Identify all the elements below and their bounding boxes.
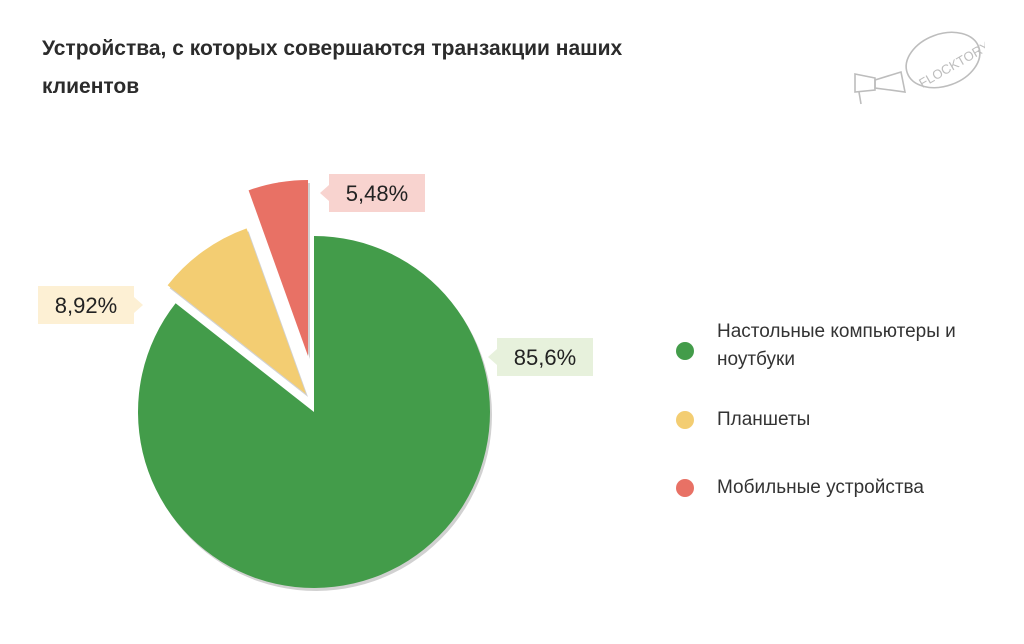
- legend-dot-green: [676, 342, 694, 360]
- legend-item-desktop: Настольные компьютеры и ноутбуки: [676, 318, 1016, 378]
- data-label-box-desktop: [488, 338, 593, 376]
- legend-item-mobile: Мобильные устройства: [676, 474, 1016, 506]
- data-label-text-desktop: 85,6%: [514, 345, 576, 370]
- data-label-mobile: 5,48%: [320, 174, 425, 212]
- data-label-desktop: 85,6%: [488, 338, 593, 376]
- legend-label-tablets: Планшеты: [717, 409, 811, 430]
- flocktory-logo: FLOCKTORY: [854, 31, 985, 105]
- legend-dot-red: [676, 479, 694, 497]
- data-label-tablets: 8,92%: [38, 286, 143, 324]
- pie-slice-desktop: [138, 236, 490, 588]
- chart-title: Устройства, с которых совершаются транза…: [42, 37, 623, 98]
- data-label-text-tablets: 8,92%: [55, 293, 117, 318]
- data-label-box-tablets: [38, 286, 143, 324]
- legend: Настольные компьютеры и ноутбуки Планшет…: [676, 318, 1016, 506]
- legend-label-desktop: Настольные компьютеры и ноутбуки: [717, 321, 956, 370]
- data-label-box-mobile: [320, 174, 425, 212]
- pie-slice-tablets: [167, 228, 306, 394]
- data-label-text-mobile: 5,48%: [346, 181, 408, 206]
- legend-dot-yellow: [676, 411, 694, 429]
- legend-item-tablets: Планшеты: [676, 406, 1016, 438]
- legend-label-mobile: Мобильные устройства: [717, 477, 924, 498]
- pie-slice-mobile: [248, 180, 308, 356]
